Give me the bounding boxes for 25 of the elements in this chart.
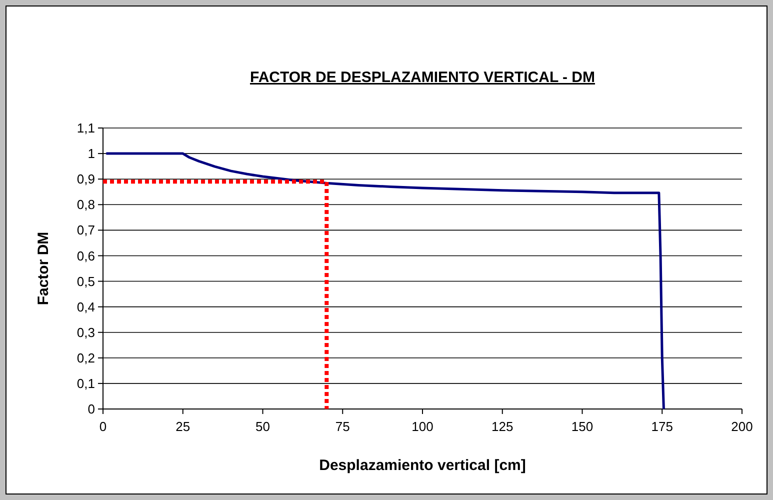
x-tick-label: 50: [256, 419, 270, 434]
y-tick-label: 0,2: [76, 350, 95, 366]
line-series: [104, 152, 665, 410]
y-tick-label: 1,1: [76, 120, 95, 136]
x-axis-title: Desplazamiento vertical [cm]: [319, 457, 526, 474]
x-tick-label: 200: [731, 419, 753, 434]
y-axis-title: Factor DM: [35, 232, 52, 306]
y-tick-label: 0,6: [76, 248, 95, 264]
y-tick-label: 0,9: [76, 172, 95, 187]
x-tick-label: 150: [571, 419, 594, 434]
x-tick-label: 175: [651, 419, 673, 434]
y-tick-label: 0,3: [76, 324, 95, 340]
y-tick-label: 0,4: [76, 299, 95, 314]
chart-title: FACTOR DE DESPLAZAMIENTO VERTICAL - DM: [250, 69, 596, 86]
y-tick-label: 0,7: [76, 222, 95, 238]
y-tick-label: 0,1: [76, 376, 95, 392]
x-tick-label: 25: [176, 419, 190, 434]
x-tick-label: 100: [412, 419, 434, 434]
x-tick-label: 75: [335, 419, 350, 434]
y-tick-label: 0,8: [76, 197, 95, 212]
x-tick-label: 125: [492, 419, 514, 434]
y-tick-label: 0,5: [76, 274, 95, 289]
x-tick-label: 0: [99, 419, 107, 434]
text: 1: [88, 146, 95, 162]
text: 0: [88, 402, 95, 417]
